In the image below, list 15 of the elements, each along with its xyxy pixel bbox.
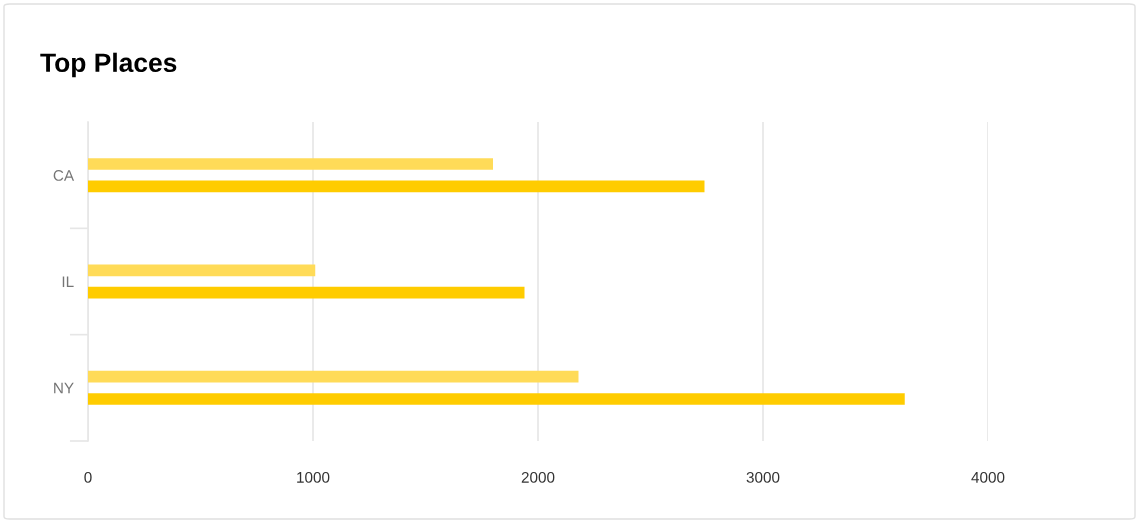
- x-tick-label: 4000: [971, 471, 1005, 483]
- bar: [88, 180, 705, 193]
- x-tick-label: 3000: [746, 471, 780, 483]
- bar: [88, 286, 525, 299]
- bar: [88, 264, 316, 277]
- bar: [88, 158, 493, 170]
- y-tick-label: CA: [53, 170, 75, 181]
- bar: [88, 370, 579, 383]
- x-tick-label: 1000: [297, 471, 330, 483]
- x-tick-label: 0: [84, 471, 92, 483]
- chart-title: Top Places: [40, 52, 177, 78]
- y-tick-label: IL: [62, 276, 74, 288]
- x-tick-label: 2000: [521, 471, 555, 483]
- bar: [88, 393, 905, 405]
- y-tick-label: NY: [54, 382, 74, 394]
